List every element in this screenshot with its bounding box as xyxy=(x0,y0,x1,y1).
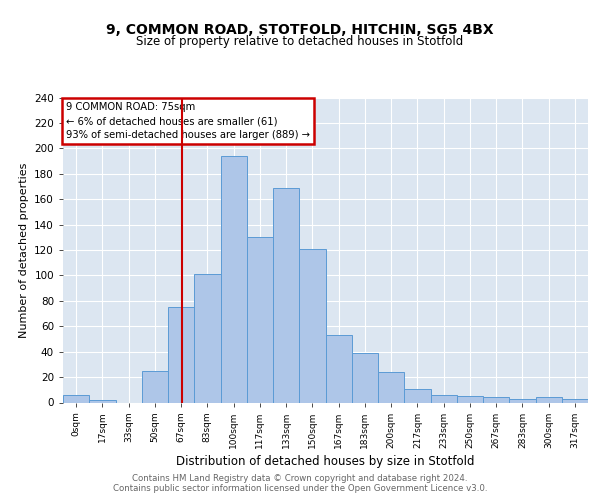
Bar xyxy=(483,398,509,402)
Bar xyxy=(431,395,457,402)
Bar xyxy=(63,395,89,402)
Text: 9 COMMON ROAD: 75sqm
← 6% of detached houses are smaller (61)
93% of semi-detach: 9 COMMON ROAD: 75sqm ← 6% of detached ho… xyxy=(65,102,310,140)
Text: Size of property relative to detached houses in Stotfold: Size of property relative to detached ho… xyxy=(136,35,464,48)
Bar xyxy=(247,238,273,402)
Y-axis label: Number of detached properties: Number of detached properties xyxy=(19,162,29,338)
Bar xyxy=(404,388,431,402)
Bar xyxy=(562,398,588,402)
Bar xyxy=(536,398,562,402)
Bar xyxy=(194,274,221,402)
Bar xyxy=(457,396,483,402)
Text: Contains public sector information licensed under the Open Government Licence v3: Contains public sector information licen… xyxy=(113,484,487,493)
Text: Contains HM Land Registry data © Crown copyright and database right 2024.: Contains HM Land Registry data © Crown c… xyxy=(132,474,468,483)
Bar xyxy=(352,353,378,403)
Bar xyxy=(168,307,194,402)
Bar xyxy=(142,370,168,402)
Bar xyxy=(299,248,325,402)
Bar xyxy=(221,156,247,402)
Text: 9, COMMON ROAD, STOTFOLD, HITCHIN, SG5 4BX: 9, COMMON ROAD, STOTFOLD, HITCHIN, SG5 4… xyxy=(106,22,494,36)
Bar xyxy=(378,372,404,402)
Bar xyxy=(273,188,299,402)
X-axis label: Distribution of detached houses by size in Stotfold: Distribution of detached houses by size … xyxy=(176,455,475,468)
Bar xyxy=(509,398,536,402)
Bar xyxy=(325,335,352,402)
Bar xyxy=(89,400,115,402)
